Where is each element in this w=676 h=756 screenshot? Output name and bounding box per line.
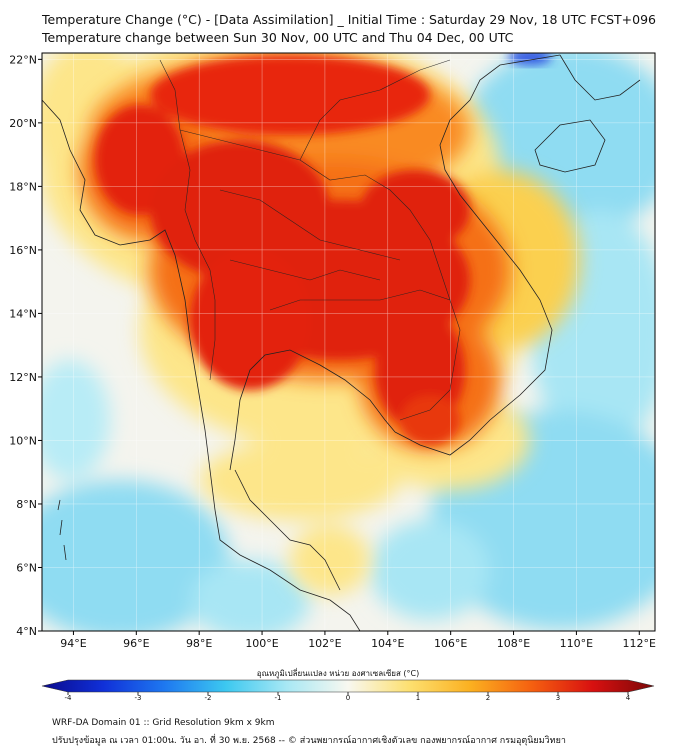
- x-tick-label: 106°E: [434, 637, 467, 650]
- colorbar-tick-label: 1: [415, 694, 421, 702]
- coastline-myanmar: [42, 99, 216, 511]
- x-axis: 94°E 96°E 98°E 100°E 102°E 104°E 106°E 108°E 110…: [60, 631, 656, 650]
- colorbar-tick-label: -3: [134, 694, 142, 702]
- y-tick-label: 22°N: [9, 53, 37, 66]
- coastlines: [42, 54, 641, 631]
- gridlines: [42, 53, 655, 631]
- coastline-gulf: [229, 349, 396, 471]
- y-tick-label: 8°N: [16, 498, 37, 511]
- footer-credit: ปรับปรุงข้อมูล ณ เวลา 01:00น. วัน อา. ที…: [52, 736, 566, 746]
- y-tick-label: 16°N: [9, 244, 37, 257]
- colorbar-tick-label: 2: [485, 694, 491, 702]
- map-title-line2: Temperature change between Sun 30 Nov, 0…: [42, 30, 514, 45]
- colorbar-tick-label: 4: [625, 694, 631, 702]
- colorbar-tick-label: 3: [555, 694, 561, 702]
- x-tick-label: 110°E: [560, 637, 593, 650]
- y-tick-label: 18°N: [9, 180, 37, 193]
- y-tick-label: 20°N: [9, 117, 37, 130]
- plot-frame: [41, 52, 656, 632]
- colorbar-ticks: [67, 692, 629, 695]
- coastline-malay-east: [234, 469, 341, 591]
- x-tick-label: 102°E: [308, 637, 341, 650]
- y-tick-label: 4°N: [16, 625, 37, 638]
- coastline-vietnam: [394, 54, 561, 456]
- colorbar-tick-label: 0: [345, 694, 351, 702]
- temperature-field: [42, 53, 655, 631]
- x-tick-label: 104°E: [371, 637, 404, 650]
- coastline-hainan: [534, 119, 606, 173]
- colorbar-tick-label: -1: [274, 694, 282, 702]
- x-tick-label: 94°E: [60, 637, 86, 650]
- colorbar-tick-label: -4: [64, 694, 72, 702]
- x-tick-label: 112°E: [623, 637, 656, 650]
- y-tick-label: 12°N: [9, 371, 37, 384]
- colorbar: [41, 679, 655, 695]
- coastline-andaman: [57, 499, 67, 561]
- coastline-leizhou: [559, 54, 641, 101]
- coastline-peninsula: [214, 509, 361, 631]
- colorbar-tick-label: -2: [204, 694, 212, 702]
- x-tick-label: 96°E: [123, 637, 149, 650]
- footer-model-info: WRF-DA Domain 01 :: Grid Resolution 9km …: [52, 718, 275, 728]
- y-tick-label: 6°N: [16, 561, 37, 574]
- y-tick-label: 10°N: [9, 434, 37, 447]
- colorbar-label: อุณหภูมิเปลี่ยนแปลง หน่วย องศาเซลเซียส (…: [256, 669, 420, 678]
- map-title-line1: Temperature Change (°C) - [Data Assimila…: [42, 12, 657, 27]
- country-borders: [159, 59, 461, 421]
- x-tick-label: 98°E: [186, 637, 212, 650]
- y-axis: 22°N 20°N 18°N 16°N 14°N 12°N 10°N 8°N 6°N 4°N: [9, 53, 42, 638]
- field-hottest-regions: [95, 55, 470, 445]
- x-tick-label: 100°E: [245, 637, 278, 650]
- colorbar-bar: [41, 679, 655, 693]
- x-tick-label: 108°E: [497, 637, 530, 650]
- y-tick-label: 14°N: [9, 307, 37, 320]
